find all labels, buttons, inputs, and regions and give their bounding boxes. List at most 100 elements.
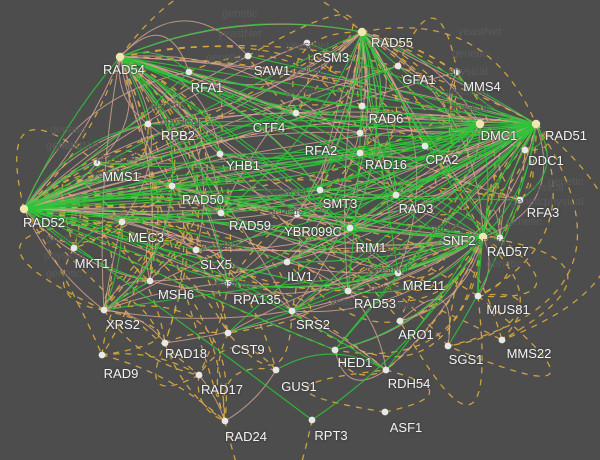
node-gfa1[interactable]	[394, 62, 402, 70]
edge-physical	[311, 236, 484, 421]
node-rfa1[interactable]	[185, 68, 193, 76]
edge-physical	[103, 185, 173, 311]
edge-physical	[306, 42, 537, 125]
edge-genetic	[397, 17, 458, 73]
node-rad54[interactable]	[115, 52, 125, 62]
node-rad17[interactable]	[195, 371, 203, 379]
node-rad57[interactable]	[496, 234, 504, 242]
node-mms4[interactable]	[453, 68, 461, 76]
edge-yeastnet	[347, 290, 387, 371]
node-saw1[interactable]	[244, 52, 252, 60]
node-rpt3[interactable]	[308, 416, 316, 424]
edge-physical	[385, 123, 537, 371]
node-sgs1[interactable]	[444, 342, 452, 350]
node-rad16[interactable]	[356, 149, 364, 157]
node-rpa135[interactable]	[224, 279, 232, 287]
edge-yeastnet	[103, 185, 173, 311]
node-rad9[interactable]	[98, 351, 106, 359]
edge-physical	[295, 112, 537, 129]
edge-physical	[119, 56, 397, 196]
node-rad51[interactable]	[531, 119, 541, 129]
node-rad24[interactable]	[221, 417, 229, 425]
node-mus81[interactable]	[474, 292, 482, 300]
edge-physical	[23, 193, 298, 215]
node-ctf4[interactable]	[292, 109, 300, 117]
node-gus1[interactable]	[272, 366, 280, 374]
node-rpb2[interactable]	[144, 120, 152, 128]
node-smt3[interactable]	[316, 186, 324, 194]
edge-yeastnet	[399, 236, 484, 322]
edge-physical	[73, 247, 151, 282]
node-srs2[interactable]	[288, 307, 296, 315]
node-msh6[interactable]	[146, 277, 154, 285]
node-cpa2[interactable]	[421, 142, 429, 150]
node-aro1[interactable]	[396, 317, 404, 325]
edge-genetic	[101, 354, 226, 422]
node-rdh54[interactable]	[382, 366, 390, 374]
edge-genetic	[477, 293, 522, 341]
node-dmc1[interactable]	[475, 119, 485, 129]
node-rad50[interactable]	[168, 182, 176, 190]
node-mkt1[interactable]	[70, 244, 78, 252]
edge-physical	[247, 55, 537, 125]
node-mms1[interactable]	[93, 159, 101, 167]
node-asf1[interactable]	[381, 408, 389, 416]
node-csm3[interactable]	[303, 39, 311, 47]
node-mec3[interactable]	[118, 218, 126, 226]
edge-genetic	[224, 419, 313, 460]
edge-physical	[361, 31, 501, 239]
edge-physical	[23, 162, 98, 210]
edge-physical	[347, 236, 484, 294]
edge-physical	[319, 189, 484, 239]
edge-physical	[361, 31, 481, 125]
edge-physical	[119, 56, 361, 154]
node-yhb1[interactable]	[216, 150, 224, 158]
edge-genetic	[223, 368, 277, 422]
node-mre11[interactable]	[394, 269, 402, 277]
edge-genetic	[361, 31, 458, 73]
edge-physical	[359, 31, 382, 154]
node-cst9[interactable]	[224, 329, 232, 337]
node-rad6[interactable]	[358, 102, 366, 110]
node-hed1[interactable]	[331, 346, 339, 354]
edge-genetic	[96, 123, 149, 168]
node-rim1[interactable]	[346, 224, 354, 232]
node-slx5[interactable]	[192, 246, 200, 254]
edge-yeastnet	[164, 236, 484, 344]
edge-yeastnet	[198, 374, 226, 422]
edge-yeastnet	[119, 56, 152, 223]
node-snf2[interactable]	[478, 232, 488, 242]
edge-yeastnet	[188, 31, 363, 86]
node-ilv1[interactable]	[283, 258, 291, 266]
edge-yeastnet	[347, 123, 537, 292]
edge-genetic	[247, 31, 363, 122]
node-rad3[interactable]	[392, 191, 400, 199]
edge-yeastnet	[291, 310, 387, 371]
node-rad55[interactable]	[357, 27, 367, 37]
edge-genetic	[23, 56, 121, 210]
edge-physical	[349, 31, 377, 229]
edge-yeastnet	[361, 31, 397, 196]
node-mms22[interactable]	[498, 336, 506, 344]
edge-yeastnet	[101, 56, 121, 311]
edge-genetic	[62, 247, 105, 311]
node-xrs2[interactable]	[100, 306, 108, 314]
edge-genetic	[227, 282, 312, 334]
node-rfa2[interactable]	[356, 129, 364, 137]
edge-physical	[119, 56, 501, 239]
node-rad59[interactable]	[217, 209, 225, 217]
edge-yeastnet	[147, 111, 537, 125]
node-ybr099c[interactable]	[293, 210, 301, 218]
edge-physical	[119, 56, 229, 284]
node-ddc1[interactable]	[521, 146, 529, 154]
edge-genetic	[524, 123, 549, 151]
node-rfa3[interactable]	[516, 196, 524, 204]
edge-physical	[119, 56, 351, 229]
edge-genetic	[103, 305, 227, 422]
node-rad53[interactable]	[344, 287, 352, 295]
node-rad52[interactable]	[19, 204, 29, 214]
edge-yeastnet	[195, 236, 484, 252]
node-rad18[interactable]	[161, 339, 169, 347]
